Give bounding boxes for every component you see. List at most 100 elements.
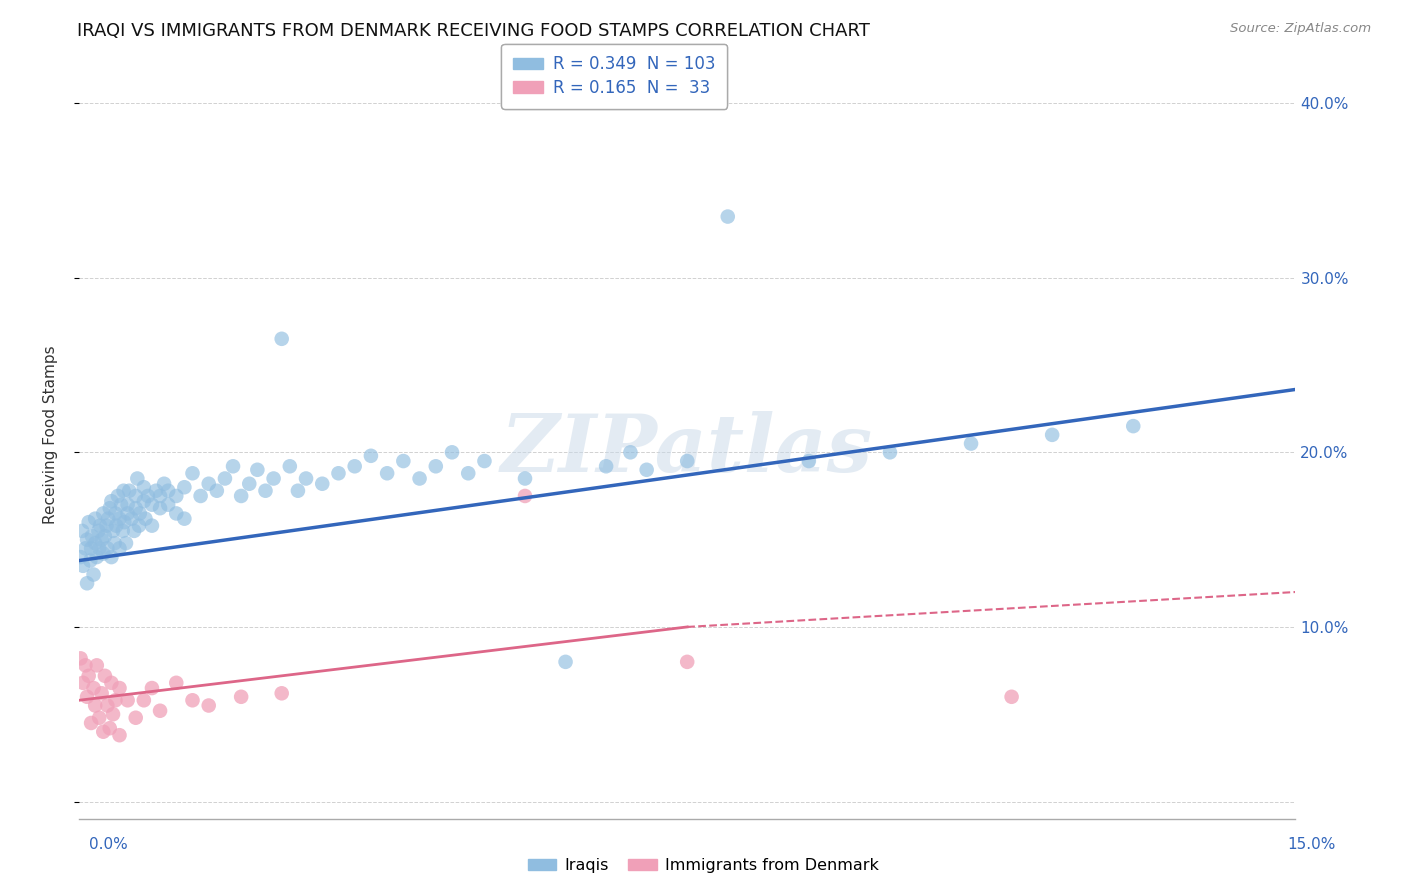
Point — [960, 436, 983, 450]
Point — [76, 533, 98, 547]
Point — [83, 567, 105, 582]
Point — [360, 449, 382, 463]
Point — [134, 511, 156, 525]
Point — [84, 536, 107, 550]
Point — [112, 515, 135, 529]
Point — [91, 547, 114, 561]
Point — [77, 669, 100, 683]
Point — [108, 541, 131, 556]
Point — [96, 518, 118, 533]
Point — [797, 454, 820, 468]
Point — [231, 489, 253, 503]
Point — [128, 507, 150, 521]
Point — [153, 476, 176, 491]
Point — [165, 507, 187, 521]
Point — [141, 518, 163, 533]
Point — [97, 511, 120, 525]
Point — [98, 501, 121, 516]
Point — [595, 459, 617, 474]
Point — [263, 471, 285, 485]
Point — [270, 332, 292, 346]
Point — [80, 716, 103, 731]
Point — [287, 483, 309, 498]
Point — [72, 558, 94, 573]
Point — [108, 681, 131, 695]
Point — [619, 445, 641, 459]
Point — [181, 693, 204, 707]
Point — [79, 553, 101, 567]
Point — [149, 489, 172, 503]
Point — [474, 454, 496, 468]
Point — [1040, 427, 1063, 442]
Point — [125, 489, 148, 503]
Point — [295, 471, 318, 485]
Point — [90, 533, 112, 547]
Point — [94, 669, 117, 683]
Point — [107, 489, 129, 503]
Point — [676, 454, 699, 468]
Point — [96, 698, 118, 713]
Point — [112, 483, 135, 498]
Point — [72, 675, 94, 690]
Point — [1122, 419, 1144, 434]
Point — [94, 529, 117, 543]
Point — [440, 445, 463, 459]
Point — [91, 507, 114, 521]
Point — [278, 459, 301, 474]
Point — [141, 681, 163, 695]
Point — [86, 658, 108, 673]
Point — [118, 483, 141, 498]
Point — [69, 651, 91, 665]
Point — [128, 518, 150, 533]
Point — [121, 511, 143, 525]
Point — [149, 501, 172, 516]
Y-axis label: Receiving Food Stamps: Receiving Food Stamps — [44, 345, 58, 524]
Point — [89, 711, 111, 725]
Point — [111, 524, 134, 538]
Point — [246, 463, 269, 477]
Point — [214, 471, 236, 485]
Point — [173, 511, 195, 525]
Legend: R = 0.349  N = 103, R = 0.165  N =  33: R = 0.349 N = 103, R = 0.165 N = 33 — [502, 44, 727, 109]
Point — [84, 511, 107, 525]
Point — [145, 483, 167, 498]
Point — [80, 541, 103, 556]
Point — [108, 728, 131, 742]
Point — [75, 541, 97, 556]
Point — [89, 518, 111, 533]
Point — [879, 445, 901, 459]
Point — [165, 489, 187, 503]
Point — [1000, 690, 1022, 704]
Point — [75, 658, 97, 673]
Point — [108, 511, 131, 525]
Point — [80, 529, 103, 543]
Point — [554, 655, 576, 669]
Point — [117, 498, 139, 512]
Point — [104, 536, 127, 550]
Point — [101, 524, 124, 538]
Point — [392, 454, 415, 468]
Point — [408, 471, 430, 485]
Point — [83, 681, 105, 695]
Point — [132, 480, 155, 494]
Point — [636, 463, 658, 477]
Point — [90, 686, 112, 700]
Point — [328, 467, 350, 481]
Point — [132, 693, 155, 707]
Point — [157, 483, 180, 498]
Point — [343, 459, 366, 474]
Point — [136, 489, 159, 503]
Point — [104, 507, 127, 521]
Point — [127, 471, 149, 485]
Point — [238, 476, 260, 491]
Point — [311, 476, 333, 491]
Point — [104, 693, 127, 707]
Point — [69, 550, 91, 565]
Point — [91, 724, 114, 739]
Text: 0.0%: 0.0% — [89, 837, 128, 852]
Point — [87, 524, 110, 538]
Point — [122, 524, 145, 538]
Point — [676, 655, 699, 669]
Point — [89, 541, 111, 556]
Point — [84, 698, 107, 713]
